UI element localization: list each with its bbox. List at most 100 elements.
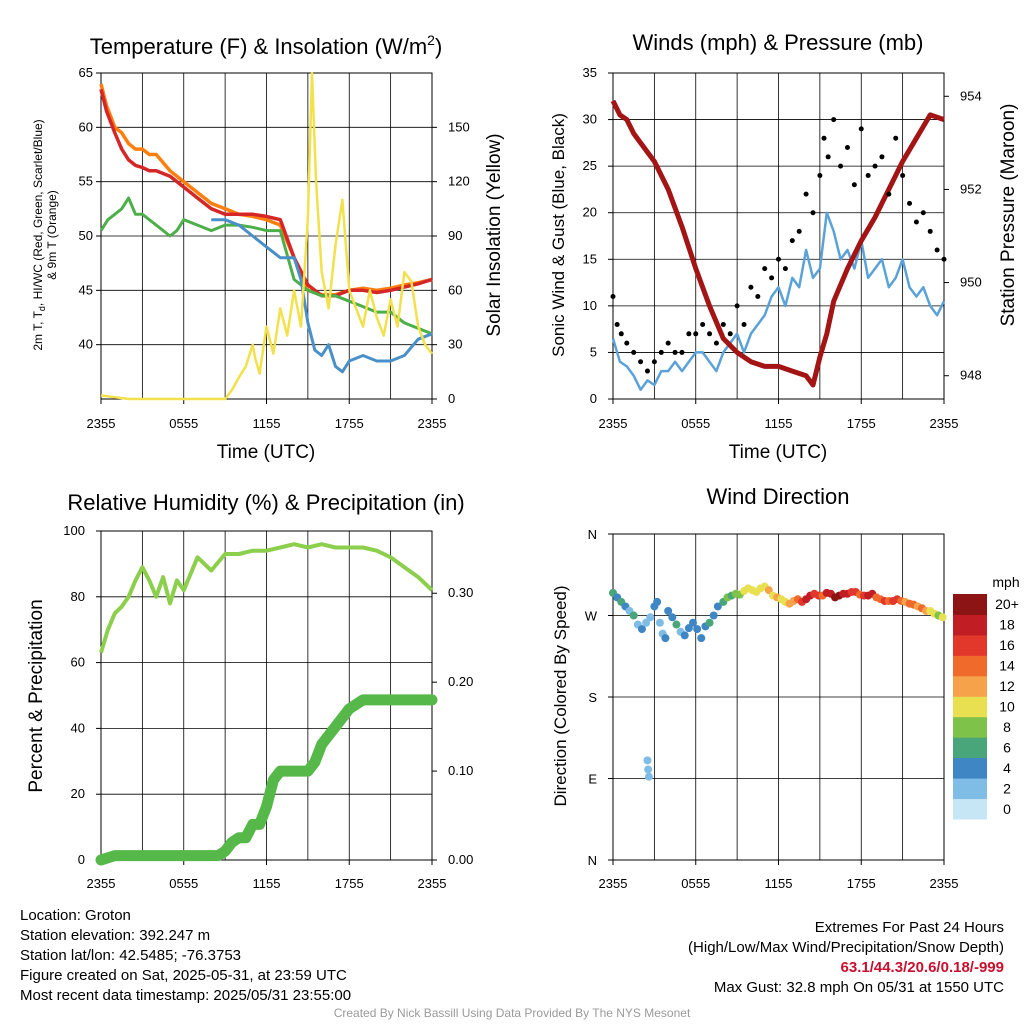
winds-ytick-label: 20 (583, 205, 597, 220)
wdir-ytick-label: N (588, 853, 597, 868)
precip-ytick-label: 0.10 (448, 763, 473, 778)
winds-ytick-label: 0 (590, 391, 597, 406)
gust-point (693, 331, 699, 337)
gust-point (934, 247, 940, 253)
extremes-heading: Extremes For Past 24 Hours (814, 919, 1004, 936)
gust-point (920, 210, 926, 216)
winds-ytick-label: 5 (590, 344, 597, 359)
pressure-ytick-label: 952 (960, 181, 982, 196)
winds-xlabel: Time (UTC) (729, 442, 828, 463)
humidity-panel: Relative Humidity (%) & Precipitation (i… (26, 490, 473, 891)
gust-point (734, 303, 740, 309)
winds-plot-area: 0 5 10 15 20 25 30 35 948 950 952 954 2355 0555 1155 17… (583, 65, 982, 431)
colorbar-swatch (953, 634, 987, 656)
colorbar-label: 4 (1003, 760, 1011, 776)
colorbar-label: 18 (999, 617, 1015, 633)
rh-ytick-label: 80 (71, 589, 85, 604)
gust-point (831, 117, 837, 123)
pressure-ytick-label: 950 (960, 275, 982, 290)
precip-ytick-label: 0.20 (448, 674, 473, 689)
gust-point (700, 321, 706, 327)
gust-point (838, 163, 844, 169)
gust-point (851, 182, 857, 188)
pressure-ytick-label: 954 (960, 88, 982, 103)
gust-point (821, 135, 827, 141)
gust-point (927, 228, 933, 234)
gust-point (879, 154, 885, 160)
station-info: Location: Groton Station elevation: 392.… (20, 906, 351, 1006)
solar-ytick-label: 90 (448, 228, 462, 243)
direction-point (672, 620, 681, 629)
gust-point (817, 172, 823, 178)
winds-ytick-label: 30 (583, 112, 597, 127)
gust-point (782, 266, 788, 272)
temp-ytick-label: 60 (79, 119, 93, 134)
rh-xtick-label: 1755 (335, 876, 364, 891)
colorbar-title: mph (992, 574, 1019, 590)
humidity-plot-area: 0 20 40 60 80 100 0.00 0.10 0.20 0.30 2355 0555 1155… (63, 523, 473, 891)
direction-point (653, 597, 662, 606)
direction-point (655, 618, 664, 627)
winds-ytick-label: 10 (583, 298, 597, 313)
gust-point (907, 200, 913, 206)
credit-line: Created By Nick Bassill Using Data Provi… (333, 1006, 691, 1020)
winds-title: Winds (mph) & Pressure (mb) (633, 30, 924, 55)
colorbar-label: 8 (1003, 719, 1011, 735)
gust-point (672, 349, 678, 355)
solar-ytick-label: 120 (448, 174, 470, 189)
gust-point (614, 321, 620, 327)
gust-point (803, 191, 809, 197)
pressure-ytick-label: 948 (960, 368, 982, 383)
precip-ytick-label: 0.30 (448, 585, 473, 600)
precip-series (95, 694, 438, 866)
colorbar-label: 6 (1003, 739, 1011, 755)
rh-xtick-label: 1155 (253, 876, 281, 891)
temp-series-solar (100, 71, 433, 401)
direction-point (646, 613, 655, 622)
pressure-ylabel: Station Pressure (Maroon) (998, 104, 1019, 327)
direction-point (629, 611, 638, 620)
wdir-xtick-label: 2355 (599, 876, 628, 891)
temp-series-temp_2m (211, 218, 433, 374)
gust-point (900, 172, 906, 178)
colorbar-swatch (953, 594, 987, 615)
direction-point (697, 634, 706, 643)
rh-ytick-label: 40 (71, 720, 85, 735)
gust-point (610, 294, 616, 300)
gust-point (755, 294, 761, 300)
station-latlon: Station lat/lon: 42.5485; -76.3753 (20, 947, 242, 964)
direction-point (764, 586, 773, 595)
winds-ytick-label: 25 (583, 158, 597, 173)
colorbar-swatch (953, 696, 987, 718)
rh-ytick-label: 60 (71, 655, 85, 670)
most-recent-timestamp: Most recent data timestamp: 2025/05/31 2… (20, 987, 352, 1004)
winds-xtick-label: 0555 (681, 416, 710, 431)
solar-ytick-label: 150 (448, 119, 470, 134)
temp-ytick-label: 40 (79, 337, 93, 352)
temperature-xlabel: Time (UTC) (217, 442, 316, 463)
winds-xtick-label: 1155 (765, 416, 793, 431)
temp-ytick-label: 50 (79, 228, 93, 243)
gust-point (658, 349, 664, 355)
solar-ytick-label: 30 (448, 337, 462, 352)
solar-ytick-label: 60 (448, 282, 462, 297)
extremes-values: 63.1/44.3/20.6/0.18/-999 (840, 959, 1004, 976)
direction-point (664, 606, 673, 615)
temperature-ylabel-line2: & 9m T (Orange) (45, 190, 59, 280)
gust-point (679, 349, 685, 355)
wdir-xtick-label: 1155 (765, 876, 793, 891)
gust-point (776, 256, 781, 262)
solar-ylabel: Solar Insolation (Yellow) (484, 133, 505, 336)
max-gust: Max Gust: 32.8 mph On 05/31 at 1550 UTC (713, 979, 1004, 996)
winds-series-wind (611, 211, 946, 391)
gust-point (638, 359, 644, 365)
gust-point (913, 219, 919, 225)
gust-point (624, 340, 630, 346)
temp-xtick-label: 0555 (169, 416, 198, 431)
winds-ytick-label: 15 (583, 251, 597, 266)
gust-point (825, 154, 831, 160)
gust-point (769, 275, 775, 281)
direction-point (938, 613, 947, 622)
